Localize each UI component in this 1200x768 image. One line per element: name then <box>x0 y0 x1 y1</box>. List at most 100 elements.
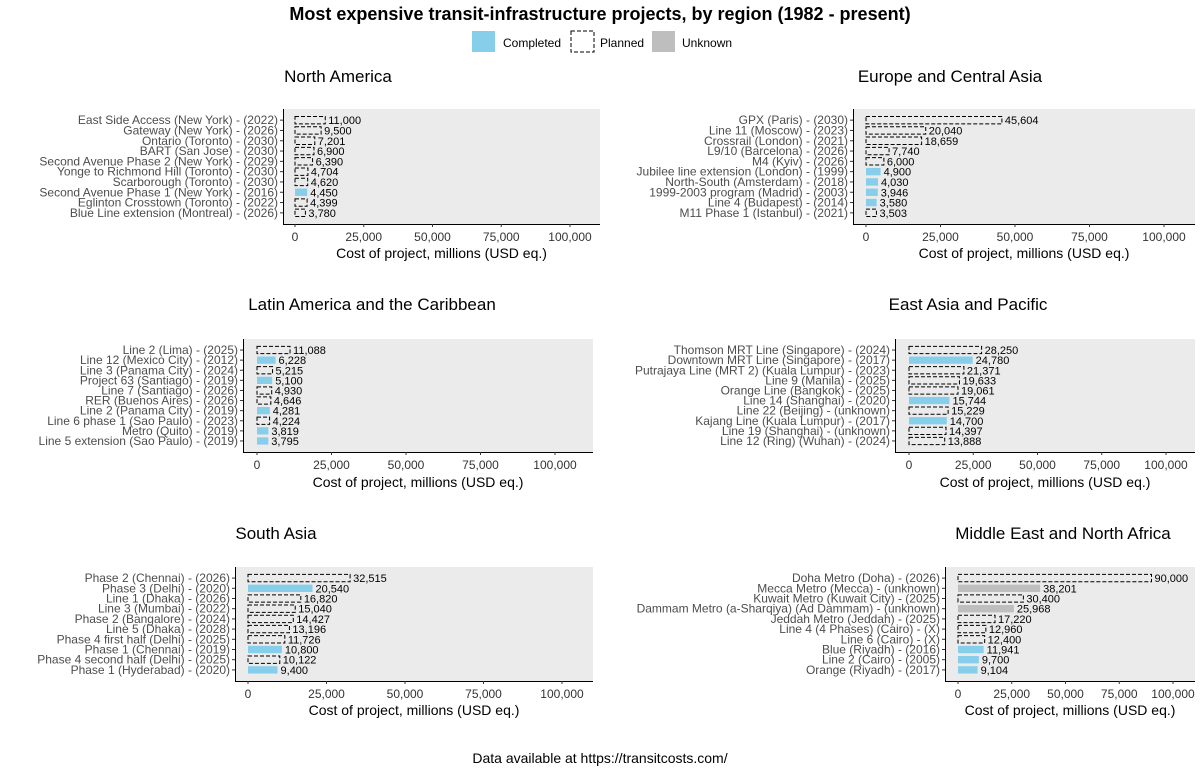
bar <box>865 136 923 145</box>
category-label: Phase 2 (Chennai) - (2026) <box>85 571 230 585</box>
bar-value-label: 9,500 <box>324 125 352 137</box>
category-label: RER (Buenos Aires) - (2026) <box>85 394 238 408</box>
figure-title: Most expensive transit-infrastructure pr… <box>289 4 910 24</box>
category-label: Thomson MRT Line (Singapore) - (2024) <box>674 343 890 357</box>
bar-value-label: 4,399 <box>310 198 338 210</box>
plot-background <box>243 339 593 452</box>
category-label: Phase 1 (Hyderabad) - (2020) <box>71 663 230 677</box>
category-label: Putrajaya Line (MRT 2) (Kuala Lumpur) - … <box>635 363 890 377</box>
x-tick-label: 25,000 <box>922 230 959 244</box>
bar-value-label: 4,030 <box>881 177 909 189</box>
bar <box>294 115 326 125</box>
bar-value-label: 11,088 <box>293 345 326 357</box>
bar <box>865 146 890 156</box>
bar <box>958 666 978 674</box>
bar <box>248 666 278 674</box>
bar <box>909 396 950 405</box>
category-label: Scarborough (Toronto) - (2030) <box>113 175 278 189</box>
bar <box>257 407 270 415</box>
plot-background <box>283 109 600 224</box>
bar <box>865 126 927 135</box>
legend-label-planned: Planned <box>600 36 644 50</box>
bar <box>247 614 294 624</box>
bar <box>908 436 946 446</box>
category-label: Phase 3 (Delhi) - (2020) <box>102 581 230 595</box>
category-label: Blue (Riyadh) - (2016) <box>822 643 940 657</box>
chart-panel: Europe and Central Asia 45,604 GPX (Paris)… <box>637 67 1195 261</box>
bar-value-label: 11,000 <box>328 115 361 127</box>
category-label: Line 3 (Panama City) - (2024) <box>80 363 238 377</box>
bar-value-label: 5,100 <box>275 375 303 387</box>
legend-key-completed <box>472 31 495 52</box>
bar-value-label: 15,040 <box>298 604 332 616</box>
category-label: Second Avenue Phase 1 (New York) - (2016… <box>39 185 278 199</box>
category-label: 1999-2003 program (Madrid) - (2003) <box>649 185 848 199</box>
bar-value-label: 15,744 <box>952 396 986 408</box>
chart-panel: Latin America and the Caribbean 11,088 Lin… <box>39 295 593 490</box>
bar-value-label: 14,700 <box>950 416 984 428</box>
bar-value-label: 30,400 <box>1026 594 1060 606</box>
bar <box>865 157 885 166</box>
legend: Completed Planned Unknown <box>472 30 732 53</box>
bar-value-label: 32,515 <box>353 573 387 585</box>
bar <box>866 167 881 176</box>
category-label: Gateway (New York) - (2026) <box>123 123 278 137</box>
bar <box>247 604 296 613</box>
category-label: East Side Access (New York) - (2022) <box>78 113 278 127</box>
x-tick-label: 50,000 <box>1019 458 1056 472</box>
bar <box>909 417 947 425</box>
bar-value-label: 9,400 <box>281 665 309 677</box>
bar-value-label: 12,960 <box>989 624 1023 636</box>
bar <box>957 594 1024 603</box>
bar-value-label: 7,201 <box>318 136 346 148</box>
category-label: Downtown MRT Line (Singapore) - (2017) <box>668 353 890 367</box>
x-axis-label: Cost of project, millions (USD eq.) <box>940 474 1151 490</box>
bar <box>294 198 308 207</box>
x-tick-label: 0 <box>906 458 913 472</box>
x-tick-label: 75,000 <box>1083 458 1120 472</box>
category-label: Project 63 (Santiago) - (2019) <box>80 373 238 387</box>
bar <box>294 157 314 166</box>
x-tick-label: 25,000 <box>345 230 382 244</box>
category-label: Eglinton Crosstown (Toronto) - (2022) <box>78 196 278 210</box>
x-tick-label: 100,000 <box>540 687 584 701</box>
chart-panel: North America 11,000 East Side Access (New… <box>39 67 600 261</box>
x-axis-label: Cost of project, millions (USD eq.) <box>309 702 520 718</box>
bar-value-label: 3,819 <box>271 426 299 438</box>
category-label: Dammam Metro (a-Sharqiya) (Ad Dammam) - … <box>637 602 940 616</box>
bar <box>908 406 949 415</box>
bar-value-label: 10,800 <box>285 645 319 657</box>
bar <box>957 635 986 644</box>
bar-value-label: 9,104 <box>981 665 1009 677</box>
category-label: Line 2 (Cairo) - (2005) <box>822 653 940 667</box>
bar-value-label: 14,397 <box>949 426 983 438</box>
bar <box>866 188 878 196</box>
bar-value-label: 5,215 <box>276 365 304 377</box>
bar <box>908 345 983 355</box>
category-label: Line 7 (Santiago) - (2026) <box>101 383 238 397</box>
panel-title: North America <box>284 67 392 86</box>
category-label: Line 22 (Beijing) - (unknown) <box>737 404 890 418</box>
bar <box>294 146 315 156</box>
bar <box>957 573 1152 583</box>
x-tick-label: 0 <box>955 687 962 701</box>
bar <box>247 635 286 644</box>
category-label: Phase 2 (Bangalore) - (2024) <box>75 612 230 626</box>
bar <box>257 356 276 364</box>
x-tick-label: 25,000 <box>313 458 350 472</box>
legend-key-unknown <box>652 31 675 52</box>
bar-value-label: 4,646 <box>274 396 302 408</box>
chart-panel: Middle East and North Africa 90,000 Doha M… <box>637 524 1195 718</box>
bar-value-label: 3,580 <box>880 198 908 210</box>
bar <box>294 208 306 218</box>
bar-value-label: 4,704 <box>311 167 339 179</box>
bar <box>958 584 1041 592</box>
bar-value-label: 4,281 <box>273 406 301 418</box>
bar <box>958 656 979 664</box>
category-label: Line 11 (Moscow) - (2023) <box>709 123 848 137</box>
bar-value-label: 3,503 <box>879 208 907 220</box>
category-label: Phase 4 first half (Delhi) - (2025) <box>57 632 230 646</box>
bar-value-label: 3,946 <box>881 187 909 199</box>
bar-value-label: 14,427 <box>296 614 330 626</box>
x-axis-label: Cost of project, millions (USD eq.) <box>965 702 1176 718</box>
